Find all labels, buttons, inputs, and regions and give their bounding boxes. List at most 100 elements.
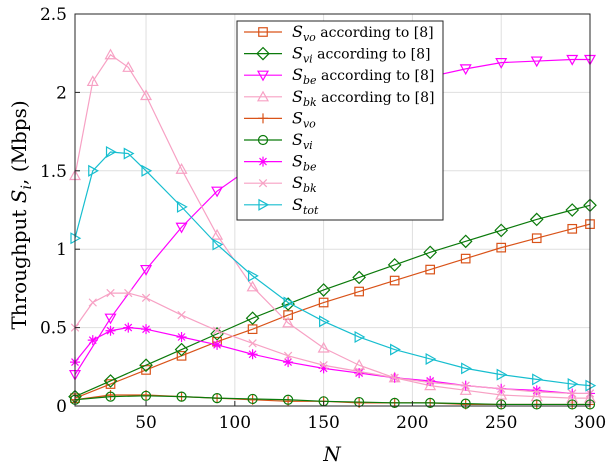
data-point-marker [529, 212, 544, 227]
data-point-marker [257, 134, 269, 146]
legend-label: Sbe according to [8] [292, 65, 434, 87]
legend-entry: Sbk [244, 173, 317, 195]
data-point-marker [389, 397, 400, 408]
data-point-marker [459, 384, 472, 395]
data-point-marker [461, 381, 470, 390]
data-point-marker [212, 326, 222, 335]
x-tick-label: 250 [485, 413, 517, 433]
data-point-marker [352, 270, 366, 285]
data-point-marker [246, 280, 259, 292]
series-line [74, 53, 590, 399]
data-point-marker [317, 341, 330, 353]
data-point-marker [532, 387, 541, 397]
data-point-marker [104, 313, 117, 325]
data-point-marker [531, 399, 542, 410]
data-point-marker [425, 264, 436, 275]
data-point-marker [423, 245, 438, 260]
data-point-marker [248, 339, 257, 348]
data-point-marker [496, 242, 507, 253]
data-point-marker [175, 162, 188, 174]
legend-entry: Svi according to [8] [244, 44, 431, 66]
data-point-marker [495, 388, 508, 400]
data-point-marker [316, 283, 331, 297]
data-point-marker [122, 61, 135, 72]
axis-ticks: 50 100 150 200 250 300 0 0.5 1 1.5 2 2.5 [40, 5, 606, 433]
data-point-marker [140, 89, 153, 101]
data-point-marker [425, 378, 435, 387]
legend-entry: Sbe [244, 152, 317, 174]
data-point-marker [283, 357, 294, 368]
x-tick-label: 200 [396, 413, 428, 433]
data-point-marker [256, 70, 270, 82]
data-point-marker [174, 342, 189, 357]
data-point-marker [258, 179, 268, 188]
data-point-marker [531, 233, 542, 244]
data-point-marker [105, 325, 116, 336]
data-point-marker [123, 147, 135, 160]
data-point-marker [354, 286, 364, 297]
data-point-marker [212, 339, 223, 350]
data-point-marker [390, 373, 399, 382]
legend-label: Stot [292, 195, 319, 217]
data-point-marker [354, 368, 365, 379]
data-point-marker [105, 379, 116, 389]
data-point-marker [318, 363, 329, 374]
data-point-marker [212, 238, 224, 251]
y-axis-label: Throughput Si, (Mbps) [7, 100, 35, 329]
legend-entry: Sbk according to [8] [244, 87, 435, 109]
series-line [74, 151, 591, 387]
data-point-marker [141, 293, 151, 302]
data-point-marker [496, 368, 508, 381]
data-point-marker [247, 393, 258, 405]
data-point-marker [176, 391, 187, 402]
data-point-marker [458, 234, 473, 249]
y-tick-label: 2.5 [40, 5, 67, 25]
data-point-marker [103, 374, 118, 388]
data-point-marker [319, 361, 328, 370]
data-point-marker [124, 288, 133, 298]
legend-label: Svo [292, 108, 316, 130]
legend-entry: Svi [244, 130, 313, 152]
legend-label: Sbk according to [8] [292, 87, 435, 109]
data-point-marker [123, 322, 134, 333]
data-point-marker [176, 200, 188, 213]
data-point-marker [460, 398, 471, 409]
series-line [74, 292, 590, 395]
x-tick-label: 150 [307, 413, 339, 433]
data-point-marker [566, 54, 579, 66]
x-tick-label: 100 [219, 413, 251, 433]
legend-entry: Stot [244, 195, 319, 217]
data-point-marker [282, 316, 295, 328]
data-point-marker [494, 223, 509, 238]
data-point-marker [567, 378, 579, 391]
data-point-marker [460, 253, 471, 264]
data-point-marker [461, 362, 472, 375]
legend-label: Svi according to [8] [292, 44, 431, 66]
data-point-marker [258, 113, 268, 124]
y-tick-label: 0.5 [40, 319, 67, 339]
series-3 [68, 48, 597, 403]
data-point-marker [256, 90, 270, 102]
data-point-marker [567, 223, 578, 234]
y-tick-label: 2 [56, 83, 67, 103]
data-point-marker [211, 228, 224, 240]
data-point-marker [387, 258, 402, 272]
legend-entry: Svo [244, 108, 316, 130]
legend: Svo according to [8]Svi according to [8]… [236, 20, 444, 221]
data-point-marker [258, 156, 268, 167]
legend-label: Svo according to [8] [292, 22, 434, 44]
data-point-marker [105, 391, 116, 402]
x-tick-label: 50 [135, 413, 157, 433]
data-point-marker [425, 397, 436, 408]
data-point-marker [140, 264, 153, 276]
data-point-marker [390, 343, 401, 356]
series-line [74, 395, 590, 406]
data-point-marker [354, 396, 365, 408]
series-layer [68, 48, 597, 410]
legend-label: Sbe [292, 152, 317, 174]
data-point-marker [354, 367, 364, 376]
data-point-marker [283, 296, 295, 309]
legend-entry: Sbe according to [8] [244, 65, 434, 87]
series-1 [68, 198, 597, 404]
